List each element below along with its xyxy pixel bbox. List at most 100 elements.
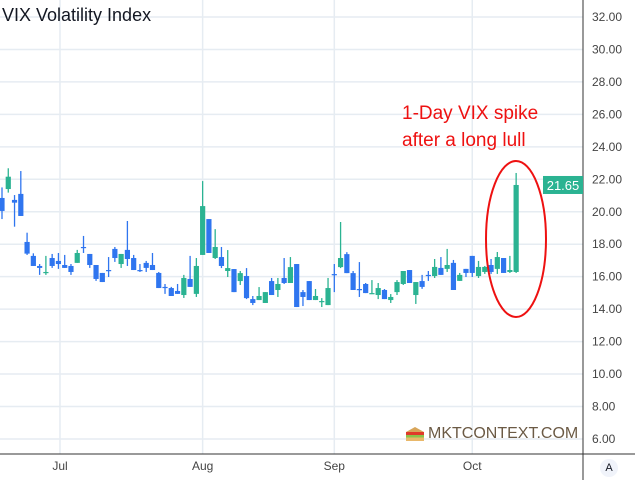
candle-body bbox=[375, 288, 381, 296]
candle bbox=[5, 168, 11, 193]
candle-body bbox=[37, 265, 43, 268]
x-tick-label: Sep bbox=[324, 459, 346, 473]
candle bbox=[30, 253, 36, 266]
candle bbox=[237, 270, 243, 285]
last-price-tag bbox=[543, 175, 583, 194]
candle-body bbox=[475, 266, 482, 277]
candle bbox=[0, 187, 5, 220]
y-tick-label: 6.00 bbox=[592, 432, 616, 446]
candle-body bbox=[124, 249, 130, 259]
candle bbox=[124, 221, 130, 266]
candle bbox=[49, 253, 55, 268]
candle bbox=[287, 257, 294, 284]
candle-body bbox=[225, 268, 231, 271]
candle-body bbox=[143, 262, 149, 268]
candle bbox=[37, 264, 43, 275]
candle bbox=[24, 232, 30, 255]
candle-body bbox=[237, 273, 243, 282]
candle-body bbox=[363, 283, 369, 294]
annotation-ellipse bbox=[485, 160, 547, 318]
candle-body bbox=[469, 255, 475, 273]
candle-body bbox=[250, 299, 256, 303]
candle-body bbox=[356, 289, 362, 291]
y-tick-label: 10.00 bbox=[592, 367, 622, 381]
candle bbox=[74, 249, 80, 263]
candle bbox=[212, 229, 218, 259]
candle bbox=[325, 277, 331, 306]
last-price-label: 21.65 bbox=[547, 178, 580, 193]
candle bbox=[99, 272, 105, 283]
candle bbox=[149, 252, 156, 271]
candle-body bbox=[162, 286, 168, 289]
candle-body bbox=[49, 258, 55, 266]
candle bbox=[300, 289, 306, 307]
chart-title: VIX Volatility Index bbox=[2, 5, 152, 25]
candle bbox=[118, 253, 124, 268]
candle bbox=[269, 277, 275, 296]
candle-body bbox=[312, 295, 319, 301]
candle bbox=[494, 252, 500, 274]
candle bbox=[143, 260, 149, 272]
candle-body bbox=[68, 265, 74, 272]
candle bbox=[425, 270, 431, 281]
candle bbox=[394, 280, 400, 296]
candle-body bbox=[406, 270, 413, 284]
candle bbox=[225, 250, 231, 278]
candle bbox=[281, 258, 287, 284]
candle-body bbox=[281, 277, 287, 284]
candle-body bbox=[482, 266, 488, 272]
candle-body bbox=[369, 293, 375, 295]
x-tick-label: Aug bbox=[192, 459, 213, 473]
sandwich-logo-icon bbox=[406, 427, 424, 441]
candle-body bbox=[488, 264, 494, 272]
candle-body bbox=[218, 257, 225, 266]
candle-body bbox=[87, 253, 93, 265]
candle-body bbox=[174, 290, 181, 294]
candle bbox=[375, 283, 381, 300]
candle-body bbox=[494, 257, 500, 269]
candle-body bbox=[93, 264, 99, 279]
watermark-text: MKTCONTEXT.COM bbox=[428, 425, 579, 442]
candle bbox=[363, 283, 369, 294]
y-tick-label: 14.00 bbox=[592, 302, 622, 316]
candle bbox=[344, 252, 350, 274]
candle bbox=[469, 255, 475, 278]
candle bbox=[406, 270, 413, 284]
candle-body bbox=[131, 258, 137, 271]
candle bbox=[388, 294, 394, 303]
auto-scale-button[interactable]: A bbox=[600, 459, 618, 477]
candle bbox=[381, 289, 388, 300]
candle-body bbox=[438, 267, 444, 275]
candle bbox=[68, 264, 74, 275]
candle-body bbox=[381, 289, 388, 300]
annotation: 1-Day VIX spike after a long lull bbox=[402, 100, 538, 154]
y-tick-label: 32.00 bbox=[592, 10, 622, 24]
candle-body bbox=[74, 252, 80, 263]
candle-body bbox=[55, 260, 62, 265]
candle-body bbox=[149, 264, 156, 271]
candle bbox=[105, 257, 112, 278]
candle-body bbox=[5, 176, 11, 190]
candle bbox=[450, 259, 457, 290]
candle bbox=[55, 252, 62, 269]
candle-body bbox=[350, 273, 356, 290]
candle bbox=[80, 235, 87, 253]
candle bbox=[369, 280, 375, 295]
candle-body bbox=[300, 292, 306, 297]
annotation-line-1: 1-Day VIX spike bbox=[402, 103, 539, 124]
y-tick-label: 26.00 bbox=[592, 107, 622, 121]
candle-body bbox=[243, 276, 250, 299]
candle bbox=[11, 195, 18, 227]
candle-body bbox=[193, 265, 199, 294]
candle bbox=[294, 264, 300, 308]
candle bbox=[356, 262, 362, 297]
candle-body bbox=[419, 281, 425, 287]
candle bbox=[482, 265, 488, 274]
candle-body bbox=[269, 281, 275, 296]
candle-body bbox=[325, 288, 331, 306]
candle-body bbox=[18, 193, 24, 216]
candle-body bbox=[24, 241, 30, 254]
candle bbox=[419, 274, 425, 289]
candle bbox=[131, 254, 137, 271]
